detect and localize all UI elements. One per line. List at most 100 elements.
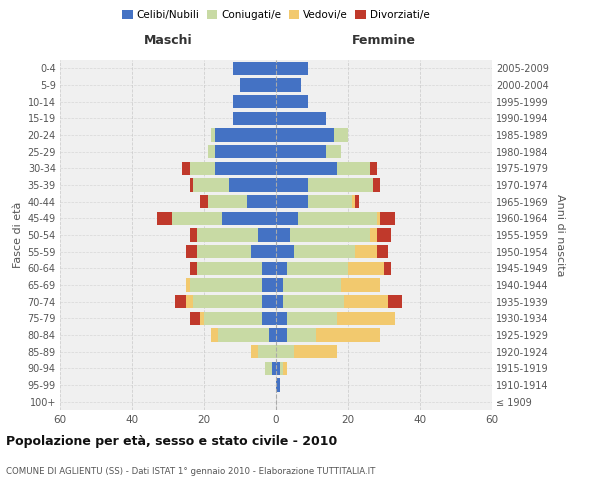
Bar (190, 278, 262, 291)
Bar (308, 195, 352, 208)
Bar (204, 312, 262, 325)
Bar (276, 212, 298, 225)
Bar (276, 195, 308, 208)
Bar (276, 112, 326, 125)
Bar (258, 345, 276, 358)
Bar (208, 145, 215, 158)
Bar (197, 245, 251, 258)
Bar (240, 78, 276, 92)
Bar (262, 295, 276, 308)
Bar (172, 212, 222, 225)
Bar (197, 228, 258, 241)
Bar (262, 312, 276, 325)
Bar (215, 162, 276, 175)
Bar (276, 262, 287, 275)
Bar (262, 262, 276, 275)
Bar (200, 312, 204, 325)
Bar (290, 228, 370, 241)
Bar (276, 145, 326, 158)
Bar (337, 312, 395, 325)
Bar (182, 162, 190, 175)
Bar (190, 178, 193, 192)
Bar (355, 195, 359, 208)
Bar (334, 128, 348, 141)
Bar (283, 278, 341, 291)
Bar (283, 295, 344, 308)
Bar (229, 178, 276, 192)
Bar (197, 262, 262, 275)
Text: Popolazione per età, sesso e stato civile - 2010: Popolazione per età, sesso e stato civil… (6, 435, 337, 448)
Bar (215, 145, 276, 158)
Bar (337, 162, 370, 175)
Bar (276, 312, 287, 325)
Bar (298, 212, 377, 225)
Bar (251, 345, 258, 358)
Bar (294, 245, 355, 258)
Bar (294, 345, 337, 358)
Bar (190, 162, 215, 175)
Bar (352, 195, 355, 208)
Bar (208, 195, 247, 208)
Bar (377, 245, 388, 258)
Bar (276, 62, 308, 75)
Bar (190, 228, 197, 241)
Bar (348, 262, 384, 275)
Bar (211, 128, 215, 141)
Bar (218, 328, 269, 342)
Bar (276, 245, 294, 258)
Text: Maschi: Maschi (143, 34, 193, 46)
Bar (283, 362, 287, 375)
Y-axis label: Anni di nascita: Anni di nascita (554, 194, 565, 276)
Bar (355, 245, 377, 258)
Bar (190, 312, 200, 325)
Bar (276, 95, 308, 108)
Bar (251, 245, 276, 258)
Bar (175, 295, 186, 308)
Text: Femmine: Femmine (352, 34, 416, 46)
Bar (344, 295, 388, 308)
Bar (157, 212, 172, 225)
Bar (377, 212, 380, 225)
Bar (258, 228, 276, 241)
Bar (272, 362, 276, 375)
Bar (276, 362, 280, 375)
Bar (193, 178, 229, 192)
Bar (233, 62, 276, 75)
Bar (316, 328, 380, 342)
Bar (190, 262, 197, 275)
Bar (233, 112, 276, 125)
Bar (276, 162, 337, 175)
Bar (308, 178, 373, 192)
Bar (370, 228, 377, 241)
Bar (276, 228, 290, 241)
Bar (341, 278, 380, 291)
Bar (211, 328, 218, 342)
Bar (247, 195, 276, 208)
Legend: Celibi/Nubili, Coniugati/e, Vedovi/e, Divorziati/e: Celibi/Nubili, Coniugati/e, Vedovi/e, Di… (120, 8, 432, 22)
Bar (276, 278, 283, 291)
Bar (200, 195, 208, 208)
Bar (233, 95, 276, 108)
Bar (384, 262, 391, 275)
Bar (326, 145, 341, 158)
Bar (287, 262, 348, 275)
Bar (287, 312, 337, 325)
Bar (222, 212, 276, 225)
Bar (377, 228, 391, 241)
Bar (265, 362, 272, 375)
Bar (193, 295, 262, 308)
Bar (287, 328, 316, 342)
Bar (186, 278, 190, 291)
Bar (276, 345, 294, 358)
Bar (370, 162, 377, 175)
Y-axis label: Fasce di età: Fasce di età (13, 202, 23, 268)
Bar (388, 295, 402, 308)
Bar (215, 128, 276, 141)
Bar (380, 212, 395, 225)
Bar (280, 362, 283, 375)
Bar (276, 178, 308, 192)
Bar (276, 78, 301, 92)
Bar (276, 378, 280, 392)
Text: COMUNE DI AGLIENTU (SS) - Dati ISTAT 1° gennaio 2010 - Elaborazione TUTTITALIA.I: COMUNE DI AGLIENTU (SS) - Dati ISTAT 1° … (6, 468, 376, 476)
Bar (276, 128, 334, 141)
